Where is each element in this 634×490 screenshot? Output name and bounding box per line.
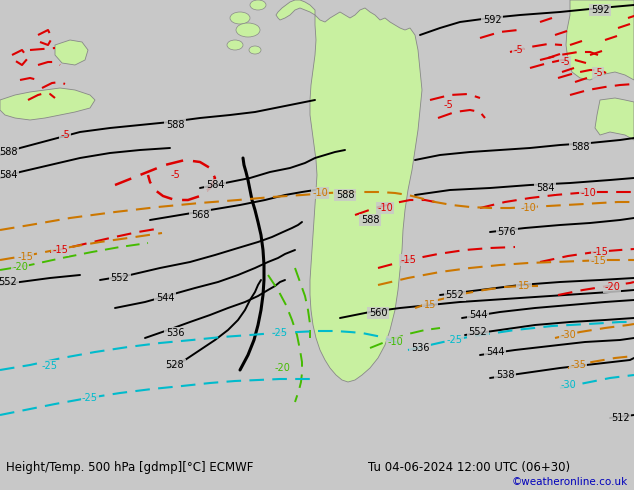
Polygon shape	[310, 8, 422, 382]
Text: -15: -15	[17, 252, 33, 262]
Text: 588: 588	[361, 215, 379, 225]
Text: 536: 536	[411, 343, 429, 353]
Text: 552: 552	[110, 273, 129, 283]
Text: ©weatheronline.co.uk: ©weatheronline.co.uk	[512, 477, 628, 487]
Text: 588: 588	[571, 142, 589, 152]
Text: 544: 544	[156, 293, 174, 303]
Text: 512: 512	[611, 413, 630, 423]
Text: 552: 552	[446, 290, 464, 300]
Text: -25: -25	[272, 328, 288, 338]
Text: 588: 588	[165, 120, 184, 130]
Polygon shape	[595, 98, 634, 140]
Text: 528: 528	[165, 360, 184, 370]
Ellipse shape	[230, 12, 250, 24]
Text: -15: -15	[400, 255, 416, 265]
Text: Height/Temp. 500 hPa [gdmp][°C] ECMWF: Height/Temp. 500 hPa [gdmp][°C] ECMWF	[6, 461, 254, 474]
Text: -10: -10	[520, 203, 536, 213]
Text: -15: -15	[592, 247, 608, 257]
Text: 584: 584	[206, 180, 224, 190]
Text: 592: 592	[591, 5, 609, 15]
Ellipse shape	[227, 40, 243, 50]
Text: -10: -10	[377, 203, 393, 213]
Text: 588: 588	[336, 190, 354, 200]
Polygon shape	[55, 40, 88, 65]
Text: 588: 588	[0, 147, 17, 157]
Text: -5: -5	[560, 57, 570, 67]
Text: -5: -5	[60, 130, 70, 140]
Text: 576: 576	[498, 227, 516, 237]
Polygon shape	[566, 0, 634, 80]
Text: -5: -5	[443, 100, 453, 110]
Text: 552: 552	[0, 277, 17, 287]
Text: 592: 592	[482, 15, 501, 25]
Text: -5: -5	[593, 68, 603, 78]
Text: -5: -5	[170, 170, 180, 180]
Text: -25: -25	[447, 335, 463, 345]
Ellipse shape	[249, 46, 261, 54]
Text: -30: -30	[560, 330, 576, 340]
Text: 552: 552	[469, 327, 488, 337]
Text: 536: 536	[165, 328, 184, 338]
Text: 584: 584	[0, 170, 17, 180]
Text: -5: -5	[513, 45, 523, 55]
Text: -20: -20	[604, 282, 620, 292]
Text: 544: 544	[486, 347, 504, 357]
Text: -15: -15	[590, 256, 606, 266]
Text: 560: 560	[369, 308, 387, 318]
Text: 544: 544	[469, 310, 488, 320]
Text: Tu 04-06-2024 12:00 UTC (06+30): Tu 04-06-2024 12:00 UTC (06+30)	[368, 461, 570, 474]
Polygon shape	[276, 0, 315, 20]
Text: 584: 584	[536, 183, 554, 193]
Text: -25: -25	[42, 361, 58, 371]
Ellipse shape	[250, 0, 266, 10]
Polygon shape	[0, 88, 95, 120]
Ellipse shape	[236, 23, 260, 37]
Text: -30: -30	[560, 380, 576, 390]
Text: -10: -10	[387, 337, 403, 347]
Text: -10: -10	[312, 188, 328, 198]
Text: -35: -35	[570, 360, 586, 370]
Text: -25: -25	[82, 393, 98, 403]
Text: -20: -20	[12, 262, 28, 272]
Text: 15: 15	[424, 300, 436, 310]
Text: -10: -10	[580, 188, 596, 198]
Text: 538: 538	[496, 370, 514, 380]
Text: -20: -20	[274, 363, 290, 373]
Text: 568: 568	[191, 210, 209, 220]
Text: 15: 15	[518, 281, 530, 291]
Text: -15: -15	[52, 245, 68, 255]
